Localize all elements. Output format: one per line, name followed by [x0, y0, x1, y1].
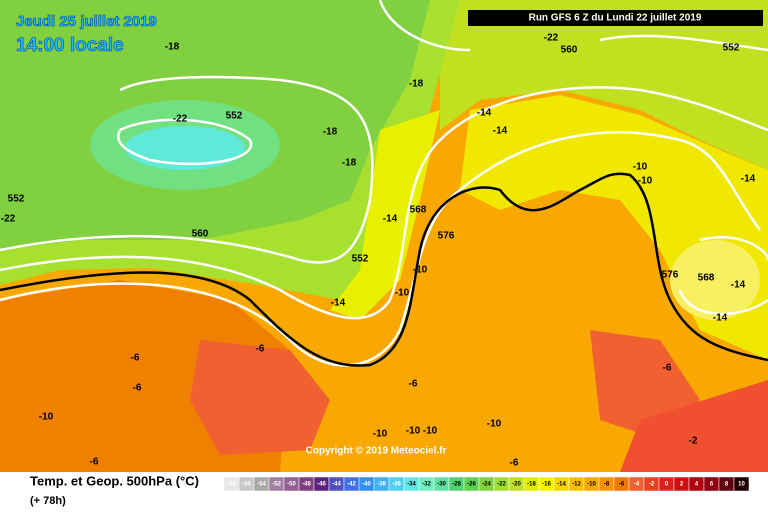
map-label: 560	[561, 45, 578, 56]
map-label: -18	[323, 127, 338, 138]
map-label: -22	[1, 214, 16, 225]
map-label: -14	[477, 108, 492, 119]
map-label: -14	[331, 298, 346, 309]
copyright: Copyright © 2019 Meteociel.fr	[306, 446, 447, 457]
scale-label: -14	[557, 482, 566, 488]
scale-label: -58	[227, 482, 236, 488]
map-label: 552	[352, 254, 369, 265]
scale-label: -52	[272, 482, 281, 488]
contour-lines	[0, 0, 768, 367]
scale-swatch	[733, 476, 750, 492]
map-label: -14	[741, 174, 756, 185]
scale-label: -36	[392, 482, 401, 488]
scale-label: -24	[482, 482, 491, 488]
scale-label: -48	[302, 482, 311, 488]
scale-label: 0	[665, 482, 669, 488]
map-label: -14	[493, 126, 508, 137]
scale-label: -40	[362, 482, 371, 488]
map-label: 568	[698, 273, 715, 284]
map-label: -2	[689, 436, 698, 447]
map-label: -6	[409, 379, 418, 390]
map-label: -18	[342, 158, 357, 169]
scale-label: -6	[619, 482, 625, 488]
color-scale: -58 -56 -54 -52 -50 -48 -46 -44 -42 -40 -38 -36 -34-…	[223, 476, 750, 492]
scale-label: -16	[542, 482, 551, 488]
map-label: 568	[410, 205, 427, 216]
scale-label: -28	[452, 482, 461, 488]
map-label: 560	[192, 229, 209, 240]
time: 14:00 locale	[16, 35, 124, 56]
map-label: -22	[544, 33, 559, 44]
map-label: -14	[713, 313, 728, 324]
map-label: -10	[638, 176, 653, 187]
map-label: -18	[409, 79, 424, 90]
scale-label: -18	[527, 482, 536, 488]
scale-label: -46	[317, 482, 326, 488]
map-label: -10	[39, 412, 54, 423]
map-label: -14	[731, 280, 746, 291]
scale-label: 8	[725, 482, 729, 488]
map-label: -6	[510, 458, 519, 469]
map-label: -6	[90, 457, 99, 468]
map-label: -10	[413, 265, 428, 276]
scale-label: 10	[738, 482, 745, 488]
scale-label: -20	[512, 482, 521, 488]
scale-label: -22	[497, 482, 506, 488]
lead-time: (+ 78h)	[30, 495, 66, 507]
legend-title: Temp. et Geop. 500hPa (°C)	[30, 473, 199, 488]
scale-label: -54	[257, 482, 266, 488]
map-label: -14	[383, 214, 398, 225]
map-label: -10	[487, 419, 502, 430]
scale-label: 2	[680, 482, 684, 488]
date: Jeudi 25 juillet 2019	[16, 13, 157, 30]
scale-label: -42	[347, 482, 356, 488]
run-box	[468, 10, 763, 26]
scale-label: -50	[287, 482, 296, 488]
map-label: -10	[395, 288, 410, 299]
map-label: -10	[423, 426, 438, 437]
scale-label: 6	[710, 482, 714, 488]
map-label: 552	[226, 111, 243, 122]
map-label: -6	[133, 383, 142, 394]
map-label: -6	[131, 353, 140, 364]
map-label: 576	[438, 231, 455, 242]
scale-label: -2	[649, 482, 655, 488]
scale-label: -26	[467, 482, 476, 488]
map-label: -6	[256, 344, 265, 355]
map-label: 552	[723, 43, 740, 54]
scale-label: -8	[604, 482, 610, 488]
map-label: -22	[173, 114, 188, 125]
scale-label: -4	[634, 482, 640, 488]
map-label: 552	[8, 194, 25, 205]
scale-label: 4	[695, 482, 699, 488]
scale-label: -44	[332, 482, 341, 488]
map-label: -6	[663, 363, 672, 374]
map-label: -18	[165, 42, 180, 53]
scale-label: -10	[587, 482, 596, 488]
map-label: -10	[633, 162, 648, 173]
map-label: -10	[373, 429, 388, 440]
map-background	[0, 0, 768, 472]
scale-label: -34	[407, 482, 416, 488]
scale-label: -32	[422, 482, 431, 488]
scale-label: -12	[572, 482, 581, 488]
scale-label: -30	[437, 482, 446, 488]
map-label: 576	[662, 270, 679, 281]
run-info: Run GFS 6 Z du Lundi 22 juillet 2019	[529, 13, 702, 24]
scale-label: -56	[242, 482, 251, 488]
map-label: -10	[406, 426, 421, 437]
scale-label: -38	[377, 482, 386, 488]
